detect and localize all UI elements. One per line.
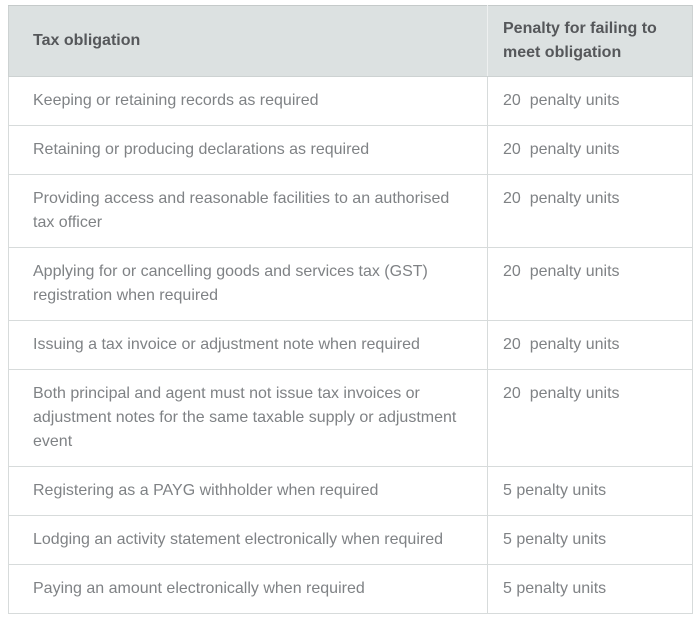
penalty-cell: 20 penalty units — [487, 76, 693, 126]
obligation-cell: Retaining or producing declarations as r… — [8, 125, 488, 175]
obligation-cell: Keeping or retaining records as required — [8, 76, 488, 126]
obligation-cell: Issuing a tax invoice or adjustment note… — [8, 320, 488, 370]
obligation-cell: Both principal and agent must not issue … — [8, 369, 488, 467]
table-row: Paying an amount electronically when req… — [8, 564, 693, 614]
penalty-cell: 20 penalty units — [487, 247, 693, 321]
table-header-row: Tax obligation Penalty for failing to me… — [8, 5, 693, 77]
tax-penalty-table: Tax obligation Penalty for failing to me… — [8, 5, 693, 614]
obligation-cell: Lodging an activity statement electronic… — [8, 515, 488, 565]
table-row: Registering as a PAYG withholder when re… — [8, 466, 693, 516]
table-row: Lodging an activity statement electronic… — [8, 515, 693, 565]
penalty-cell: 5 penalty units — [487, 515, 693, 565]
table-row: Both principal and agent must not issue … — [8, 369, 693, 467]
penalty-cell: 5 penalty units — [487, 564, 693, 614]
obligation-cell: Providing access and reasonable faciliti… — [8, 174, 488, 248]
obligation-cell: Registering as a PAYG withholder when re… — [8, 466, 488, 516]
table-row: Issuing a tax invoice or adjustment note… — [8, 320, 693, 370]
obligation-cell: Paying an amount electronically when req… — [8, 564, 488, 614]
table-row: Applying for or cancelling goods and ser… — [8, 247, 693, 321]
table-row: Providing access and reasonable faciliti… — [8, 174, 693, 248]
penalty-cell: 20 penalty units — [487, 125, 693, 175]
penalty-cell: 20 penalty units — [487, 174, 693, 248]
column-header-tax-obligation: Tax obligation — [8, 5, 488, 77]
table-row: Keeping or retaining records as required… — [8, 76, 693, 126]
table-row: Retaining or producing declarations as r… — [8, 125, 693, 175]
penalty-cell: 5 penalty units — [487, 466, 693, 516]
penalty-cell: 20 penalty units — [487, 320, 693, 370]
column-header-penalty: Penalty for failing to meet obligation — [487, 5, 693, 77]
penalty-cell: 20 penalty units — [487, 369, 693, 467]
obligation-cell: Applying for or cancelling goods and ser… — [8, 247, 488, 321]
